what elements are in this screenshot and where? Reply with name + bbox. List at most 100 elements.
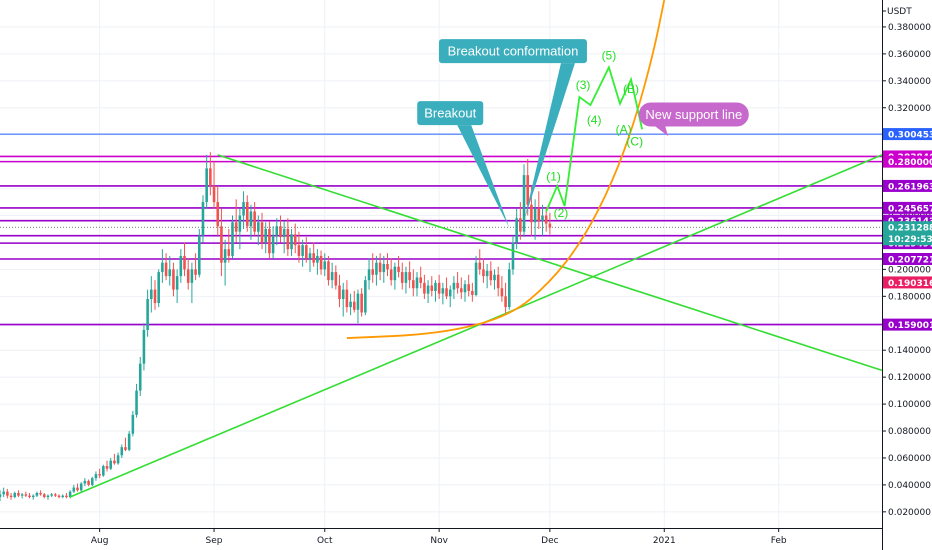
level-badge: 0.207721	[888, 255, 932, 265]
candle-body	[183, 255, 186, 270]
candle-body	[544, 215, 548, 224]
candle-body	[275, 226, 279, 236]
candle-body	[474, 262, 478, 295]
candle-body	[253, 211, 256, 232]
candle-body	[260, 222, 264, 243]
price-tick-label: 0.080000	[888, 427, 931, 437]
candle-body	[231, 222, 234, 256]
candle-body	[371, 269, 375, 275]
price-tick-label: 0.360000	[888, 50, 931, 60]
candle-body	[312, 253, 315, 263]
candle-body	[352, 301, 356, 310]
candle-body	[17, 492, 20, 496]
candle-body	[286, 228, 290, 250]
candle-body	[42, 494, 46, 498]
candle-body	[113, 460, 116, 464]
price-tick-label: 0.200000	[888, 265, 931, 275]
candle-body	[2, 491, 5, 495]
blue-level-badge: 0.300453	[888, 131, 932, 141]
candle-body	[341, 289, 345, 300]
callout-label: Breakout conformation	[448, 44, 579, 59]
candle-body	[375, 262, 378, 275]
trendline	[217, 154, 883, 372]
candle-body	[65, 495, 68, 498]
candle-body	[426, 285, 430, 294]
candle-body	[57, 495, 61, 498]
current-price-badge: 0.231288	[888, 224, 932, 234]
candle-body	[234, 222, 238, 232]
wave-label: (C)	[626, 134, 643, 148]
candle-body	[511, 242, 515, 270]
candle-body	[24, 494, 28, 496]
price-tick-label: 0.040000	[888, 481, 931, 491]
candle-body	[323, 261, 327, 270]
currency-label: USDT	[887, 7, 912, 17]
candle-body	[471, 290, 474, 295]
candle-body	[485, 270, 489, 277]
trend-layer	[69, 0, 883, 498]
candle-body	[493, 274, 496, 281]
candle-body	[338, 285, 341, 300]
candle-body	[201, 202, 205, 236]
candle-body	[316, 255, 319, 263]
candle-body	[94, 474, 98, 479]
level-badge: 0.159001	[888, 321, 932, 331]
candle-body	[179, 255, 183, 277]
candle-body	[245, 202, 249, 227]
candle-body	[164, 262, 168, 277]
price-axis-background	[882, 0, 932, 550]
countdown-badge: 10:29:53	[888, 235, 932, 245]
candle-body	[216, 202, 220, 227]
candle-body	[124, 447, 127, 450]
candle-body	[463, 284, 467, 293]
candle-body	[131, 414, 135, 434]
price-tick-label: 0.380000	[888, 23, 931, 33]
callout-label: New support line	[645, 107, 742, 122]
time-tick-label: Feb	[771, 536, 787, 546]
candle-body	[349, 301, 352, 308]
callout-label: Breakout	[424, 106, 476, 121]
price-tick-label: 0.180000	[888, 292, 931, 302]
level-badge-bg	[883, 155, 932, 168]
callout-pointer	[652, 124, 668, 137]
candle-body	[397, 266, 400, 273]
candle-body	[319, 255, 323, 270]
candle-body	[334, 272, 338, 286]
candle-body	[142, 330, 146, 364]
candle-body	[205, 168, 208, 203]
callout-layer: Breakout conformation Breakout New support…	[417, 39, 749, 228]
price-tick-label: 0.060000	[888, 454, 931, 464]
candle-body	[526, 175, 530, 205]
candle-body	[172, 269, 175, 290]
candle-body	[378, 262, 382, 273]
price-tick-label: 0.020000	[888, 508, 931, 518]
candle-body	[105, 466, 109, 469]
wave-label: (3)	[576, 78, 591, 92]
candle-body	[548, 223, 552, 228]
wave-layer: (1) (2) (3) (4) (5) (B) (A)(C)	[545, 48, 643, 220]
candle-body	[83, 480, 87, 484]
candle-body	[327, 261, 330, 281]
candle-body	[515, 218, 518, 243]
price-level-badge-bg	[883, 276, 932, 289]
candle-body	[496, 274, 500, 289]
candle-body	[305, 245, 308, 259]
candle-body	[135, 390, 138, 415]
time-tick-label: 2021	[653, 536, 676, 546]
candle-body	[50, 494, 53, 496]
candle-body	[153, 289, 157, 304]
price-level-badge: 0.190316	[888, 279, 932, 289]
level-badge: 0.261963	[888, 182, 932, 192]
candle-body	[175, 276, 179, 290]
candle-body	[541, 215, 544, 221]
candle-body	[282, 228, 286, 238]
candle-body	[448, 289, 452, 297]
candle-body	[345, 289, 349, 308]
candle-body	[186, 269, 190, 283]
callout-box	[638, 102, 749, 127]
candle-body	[441, 288, 445, 294]
time-tick-label: Dec	[541, 536, 558, 546]
candle-body	[330, 272, 334, 281]
